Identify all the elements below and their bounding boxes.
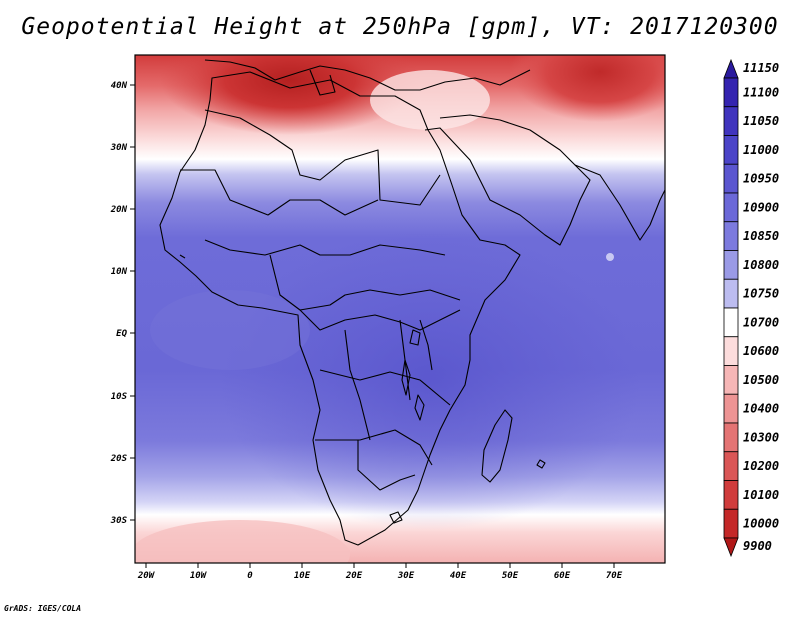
colorbar-label: 10750: [743, 287, 779, 301]
colorbar-label: 10850: [743, 229, 779, 243]
grads-credit: GrADS: IGES/COLA: [4, 604, 82, 613]
colorbar: 11150 11100 11050 11000 10950 10900 10850 10800…: [723, 58, 779, 558]
x-tick-label: 70E: [606, 571, 623, 581]
x-tick-label: 50E: [502, 571, 519, 581]
coastlines: [159, 59, 665, 546]
y-tick-label: 20N: [110, 205, 128, 215]
y-axis: [130, 84, 135, 521]
x-tick-label: 40E: [450, 571, 467, 581]
y-tick-labels: 40N 30N 20N 10N EQ 10S 20S 30S: [110, 81, 128, 526]
colorbar-label: 10000: [743, 517, 779, 531]
colorbar-label: 10800: [743, 258, 779, 272]
y-tick-label: EQ: [116, 329, 127, 339]
colorbar-swatch: [723, 278, 739, 309]
colorbar-swatch: [723, 508, 739, 539]
y-tick-label: 10S: [111, 392, 128, 402]
x-tick-label: 60E: [554, 571, 571, 581]
colorbar-label: 10700: [743, 315, 779, 329]
colorbar-swatch: [723, 77, 739, 108]
colorbar-max-arrow: [723, 58, 739, 79]
colorbar-label: 11000: [743, 143, 779, 157]
y-tick-label: 30S: [110, 516, 128, 526]
colorbar-swatch: [723, 106, 739, 136]
colorbar-label: 10950: [743, 172, 779, 186]
map-title: Geopotential Height at 250hPa [gpm], VT:…: [21, 14, 779, 40]
y-tick-label: 20S: [110, 454, 128, 464]
colorbar-swatch: [723, 451, 739, 481]
colorbar-swatch: [723, 393, 739, 424]
colorbar-label: 9900: [743, 539, 772, 553]
colorbar-swatch: [723, 163, 739, 194]
x-tick-label: 10W: [190, 571, 208, 581]
colorbar-label: 11150: [743, 61, 779, 75]
colorbar-label: 10500: [743, 373, 779, 387]
colorbar-label: 10400: [743, 402, 779, 416]
x-tick-labels: 20W 10W 0 10E 20E 30E 40E 50E 60E 70E: [137, 571, 623, 581]
colorbar-swatch: [723, 135, 739, 165]
colorbar-label: 10100: [743, 488, 779, 502]
plot-frame: [134, 54, 666, 564]
colorbar-swatch: [723, 307, 739, 338]
x-tick-label: 0: [247, 571, 253, 581]
y-tick-label: 40N: [111, 81, 128, 91]
x-tick-label: 20E: [345, 571, 363, 581]
height-field: [135, 55, 665, 563]
x-tick-label: 20W: [137, 571, 156, 581]
colorbar-swatch: [723, 250, 739, 280]
y-tick-label: 10N: [111, 267, 128, 277]
colorbar-swatch: [723, 365, 739, 395]
colorbar-swatch: [723, 336, 739, 366]
colorbar-label: 11050: [743, 114, 779, 128]
colorbar-swatch: [723, 221, 739, 251]
x-axis: [145, 563, 615, 568]
colorbar-label: 10200: [743, 459, 779, 473]
colorbar-swatch: [723, 422, 739, 453]
colorbar-swatch: [723, 480, 739, 510]
colorbar-label: 10900: [743, 200, 779, 214]
colorbar-min-arrow: [723, 537, 739, 558]
colorbar-label: 11100: [743, 85, 779, 99]
y-tick-label: 30N: [110, 143, 128, 153]
x-tick-label: 30E: [397, 571, 415, 581]
colorbar-label: 10600: [743, 344, 779, 358]
colorbar-label: 10300: [743, 430, 779, 444]
colorbar-swatch: [723, 192, 739, 223]
x-tick-label: 10E: [294, 571, 311, 581]
